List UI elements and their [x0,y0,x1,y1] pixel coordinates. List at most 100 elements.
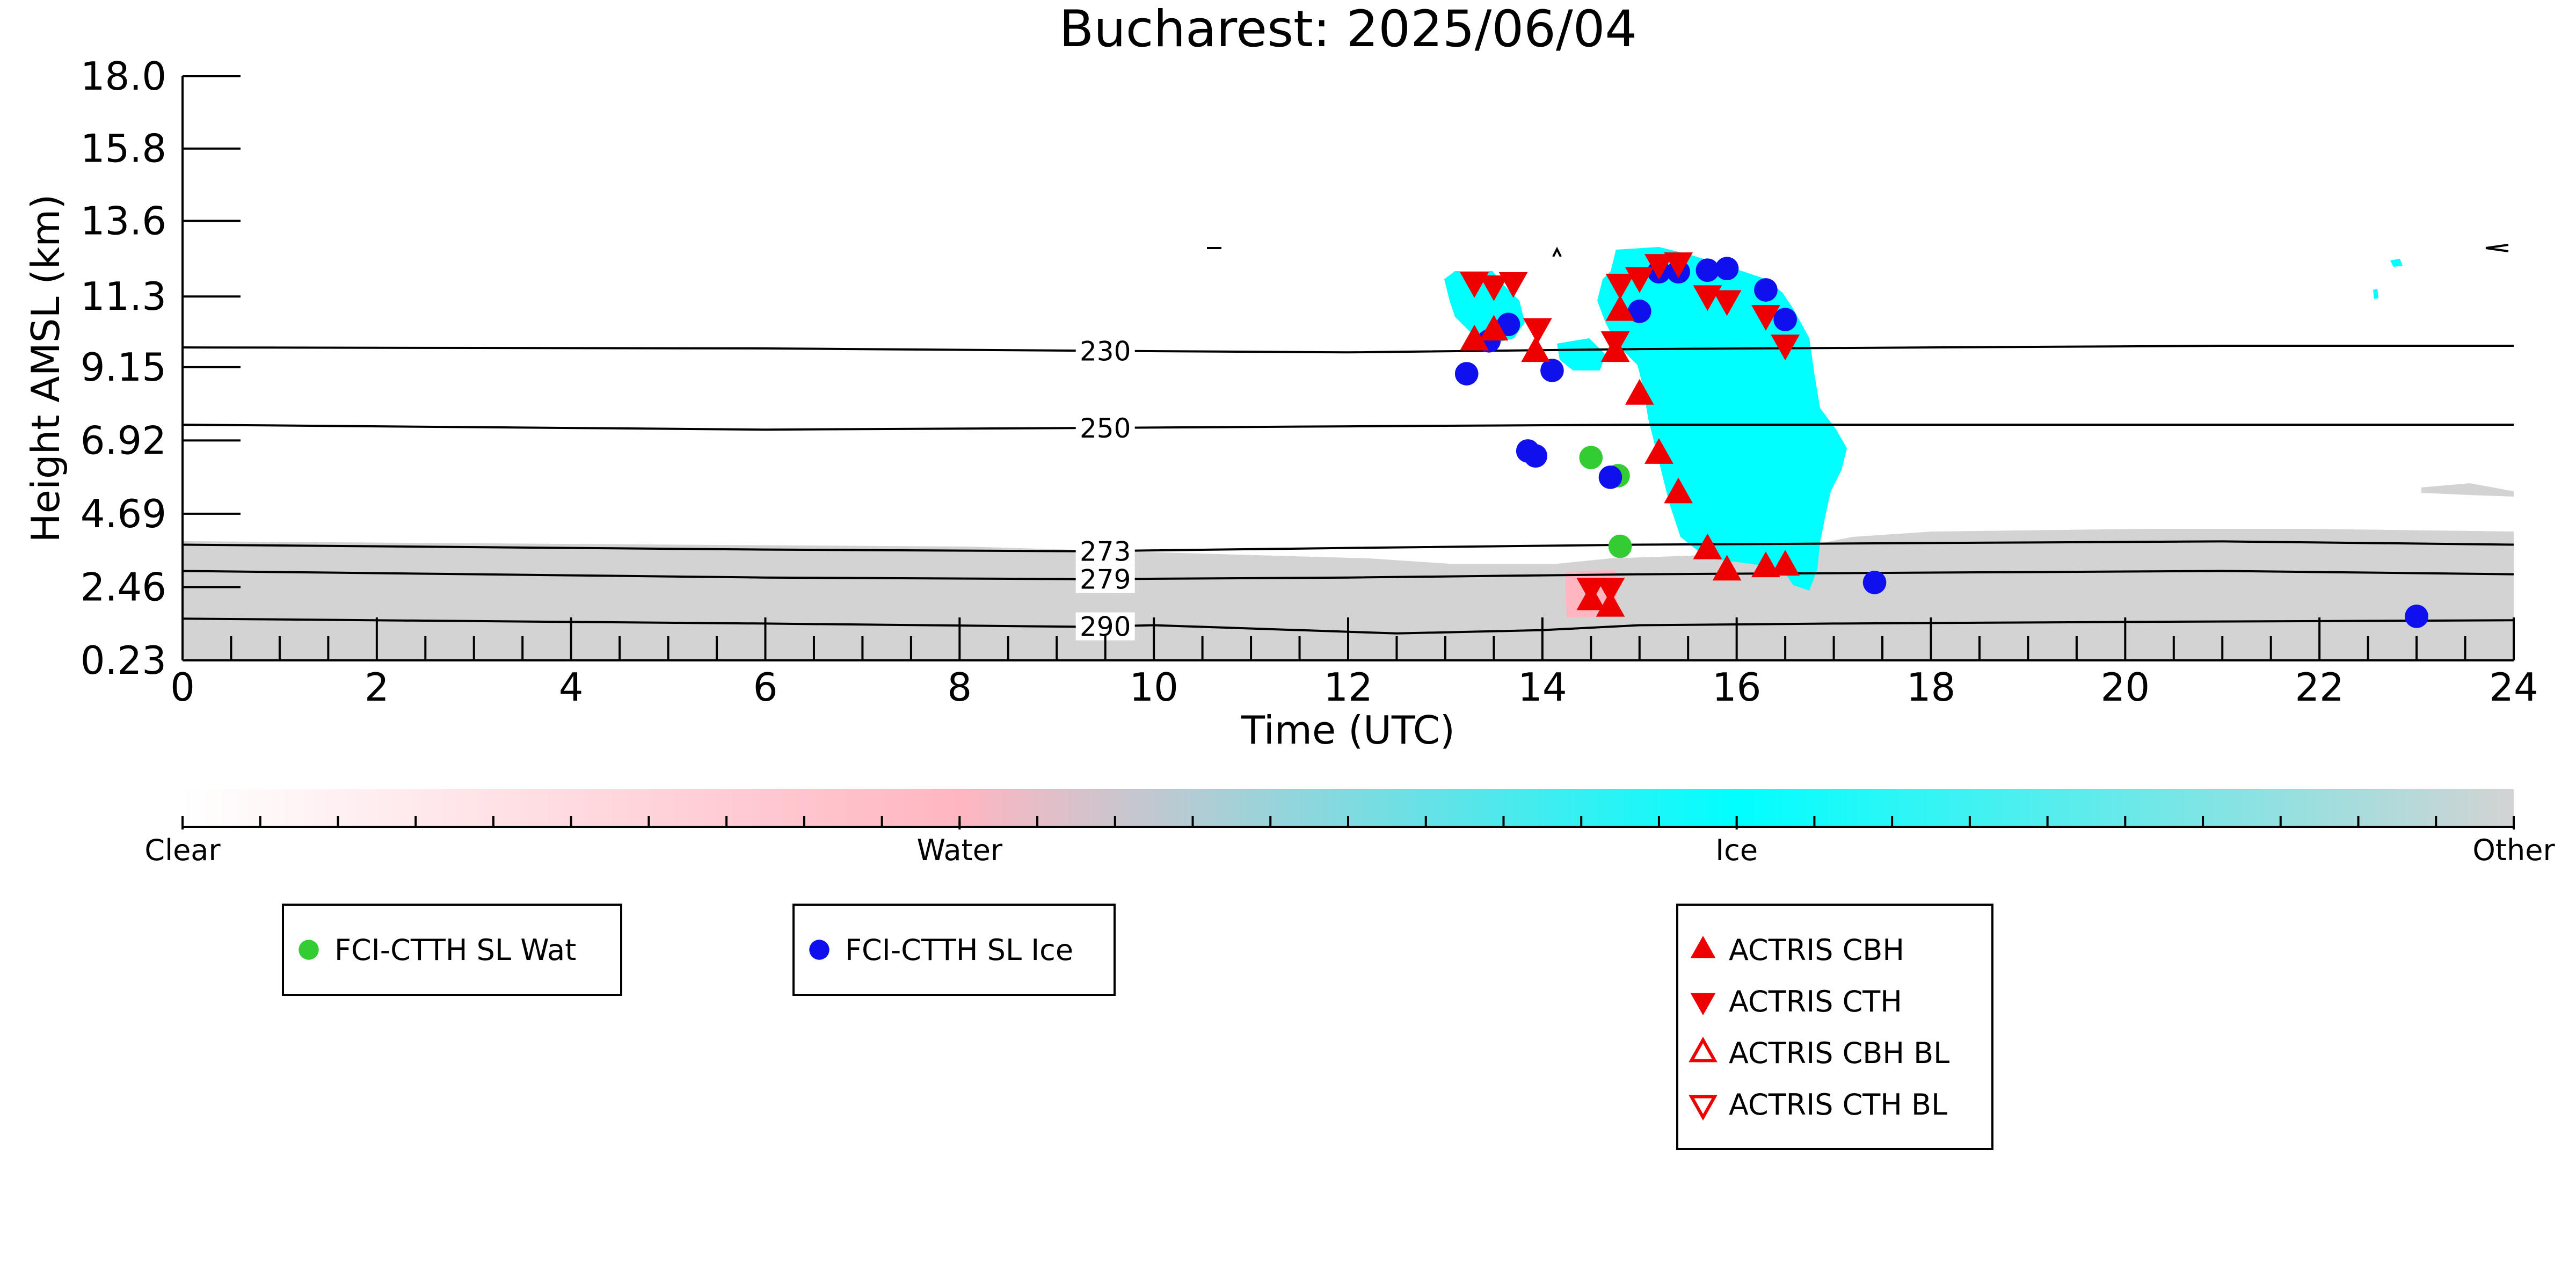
data-point-actris-cbh [1664,477,1693,504]
data-point-fci-ctth-sl-ice [2405,605,2428,628]
data-point-actris-cbh [1605,295,1635,321]
legend-marker-actris-cbh [1690,935,1716,958]
y-tick-label: 0.23 [81,638,166,683]
data-point-actris-cth [1600,331,1630,357]
y-tick-label: 18.0 [81,54,166,99]
data-point-actris-cbh [1771,550,1800,576]
isotherm-279-line [183,570,2514,580]
isotherm-label-bg [1075,565,1135,593]
data-point-actris-cbh [1521,336,1551,362]
data-point-actris-cbh [1693,533,1722,559]
colorbar-label-water: Water [917,833,1003,867]
isotherm-273-line [183,540,2514,552]
legend-marker-fci-ctth-sl-ice [809,940,829,960]
x-tick-label: 22 [2295,665,2344,710]
isotherm-label-230: 230 [1080,336,1131,367]
ice-layer-fragment [2390,259,2403,267]
data-point-actris-cth [1625,267,1654,293]
x-tick-label: 16 [1712,665,1762,710]
isotherm-label-bg [1075,537,1135,565]
y-tick-label: 6.92 [81,418,166,463]
data-point-fci-ctth-sl-ice [1627,299,1651,323]
data-point-actris-cth [1712,290,1742,316]
legend-box [282,904,622,996]
data-point-fci-ctth-sl-ice [1715,257,1739,281]
x-tick-label: 18 [1906,665,1956,710]
x-tick-label: 10 [1129,665,1178,710]
y-tick-label: 9.15 [81,345,166,390]
data-point-actris-cth [1596,578,1625,604]
isotherm-label-bg [1075,337,1135,365]
data-point-fci-ctth-sl-ice [1540,359,1564,382]
legend-label: ACTRIS CTH [1729,985,1902,1018]
x-tick-label: 14 [1518,665,1567,710]
x-tick-label: 6 [753,665,778,710]
x-tick-label: 24 [2489,665,2538,710]
data-point-actris-cth [1523,318,1552,344]
legend-label: FCI-CTTH SL Wat [334,933,576,967]
data-point-fci-ctth-sl-ice [1695,258,1720,282]
y-tick-label: 4.69 [81,491,166,536]
other-dash [1552,246,1562,257]
data-point-fci-ctth-sl-ice [1524,444,1548,468]
legend-label: ACTRIS CBH [1729,933,1904,967]
data-point-fci-ctth-sl-ice [1598,465,1622,489]
data-point-actris-cth [1460,272,1489,298]
legend-label: ACTRIS CBH BL [1729,1036,1949,1070]
x-tick-label: 2 [365,665,389,710]
data-point-actris-cth [1644,254,1673,280]
isotherm-250-line [183,424,2514,431]
y-tick-label: 11.3 [81,274,166,319]
colorbar: Clear Water Ice Other [144,789,2555,867]
x-tick-label: 12 [1323,665,1373,710]
legend-marker-fci-ctth-sl-wat [299,940,319,960]
legend-marker-actris-cbh-bl [1689,1036,1718,1063]
x-tick-label: 0 [170,665,195,710]
data-point-actris-cth [1771,334,1800,361]
data-point-actris-cbh [1596,591,1625,617]
legend-marker-actris-cth-bl [1689,1095,1718,1121]
isotherm-label-279: 279 [1080,564,1131,595]
other-layer-wisp [2421,483,2514,497]
data-point-actris-cth [1751,305,1780,331]
x-tick-label: 8 [947,665,972,710]
data-point-actris-cbh [1644,438,1673,464]
isotherm-label-273: 273 [1080,536,1131,567]
legend-box [1676,904,1993,1150]
data-point-actris-cbh [1712,555,1742,581]
data-point-fci-ctth-sl-ice [1862,571,1887,594]
ice-layer-fragment [1557,338,1605,370]
isotherm-label-bg [1075,413,1135,442]
y-axis-label: Height AMSL (km) [23,194,68,543]
data-point-fci-ctth-sl-ice [1773,308,1797,331]
data-point-fci-ctth-sl-ice [1454,362,1479,385]
chart-title: Bucharest: 2025/06/04 [1059,0,1638,59]
isotherm-label-250: 250 [1080,413,1131,444]
colorbar-label-other: Other [2472,833,2555,867]
data-point-fci-ctth-sl-wat [1608,534,1632,558]
data-point-actris-cth [1664,252,1693,278]
legend-label: FCI-CTTH SL Ice [845,933,1073,967]
x-tick-label: 20 [2101,665,2150,710]
data-point-actris-cth [1479,275,1509,301]
data-point-fci-ctth-sl-ice [1754,278,1778,302]
data-point-fci-ctth-sl-ice [1496,312,1520,337]
data-point-actris-cth [1498,272,1528,298]
legend-label: ACTRIS CTH BL [1729,1088,1947,1122]
data-point-actris-cbh [1751,551,1780,578]
ice-layer-fragment [2373,289,2378,299]
isotherm-label-bg [1075,612,1135,641]
isotherm-230-line [183,345,2514,354]
legend-box [792,904,1116,996]
plot-area [183,244,2514,660]
data-point-actris-cth [1576,578,1606,604]
y-tick-label: 15.8 [81,126,166,171]
colorbar-label-ice: Ice [1715,833,1758,867]
y-tick-label: 2.46 [81,564,166,609]
data-point-actris-cbh [1479,315,1509,341]
data-point-actris-cbh [1625,379,1654,405]
data-point-fci-ctth-sl-wat [1579,446,1603,470]
x-axis-label: Time (UTC) [1241,708,1455,753]
data-point-actris-cth [1605,273,1635,300]
